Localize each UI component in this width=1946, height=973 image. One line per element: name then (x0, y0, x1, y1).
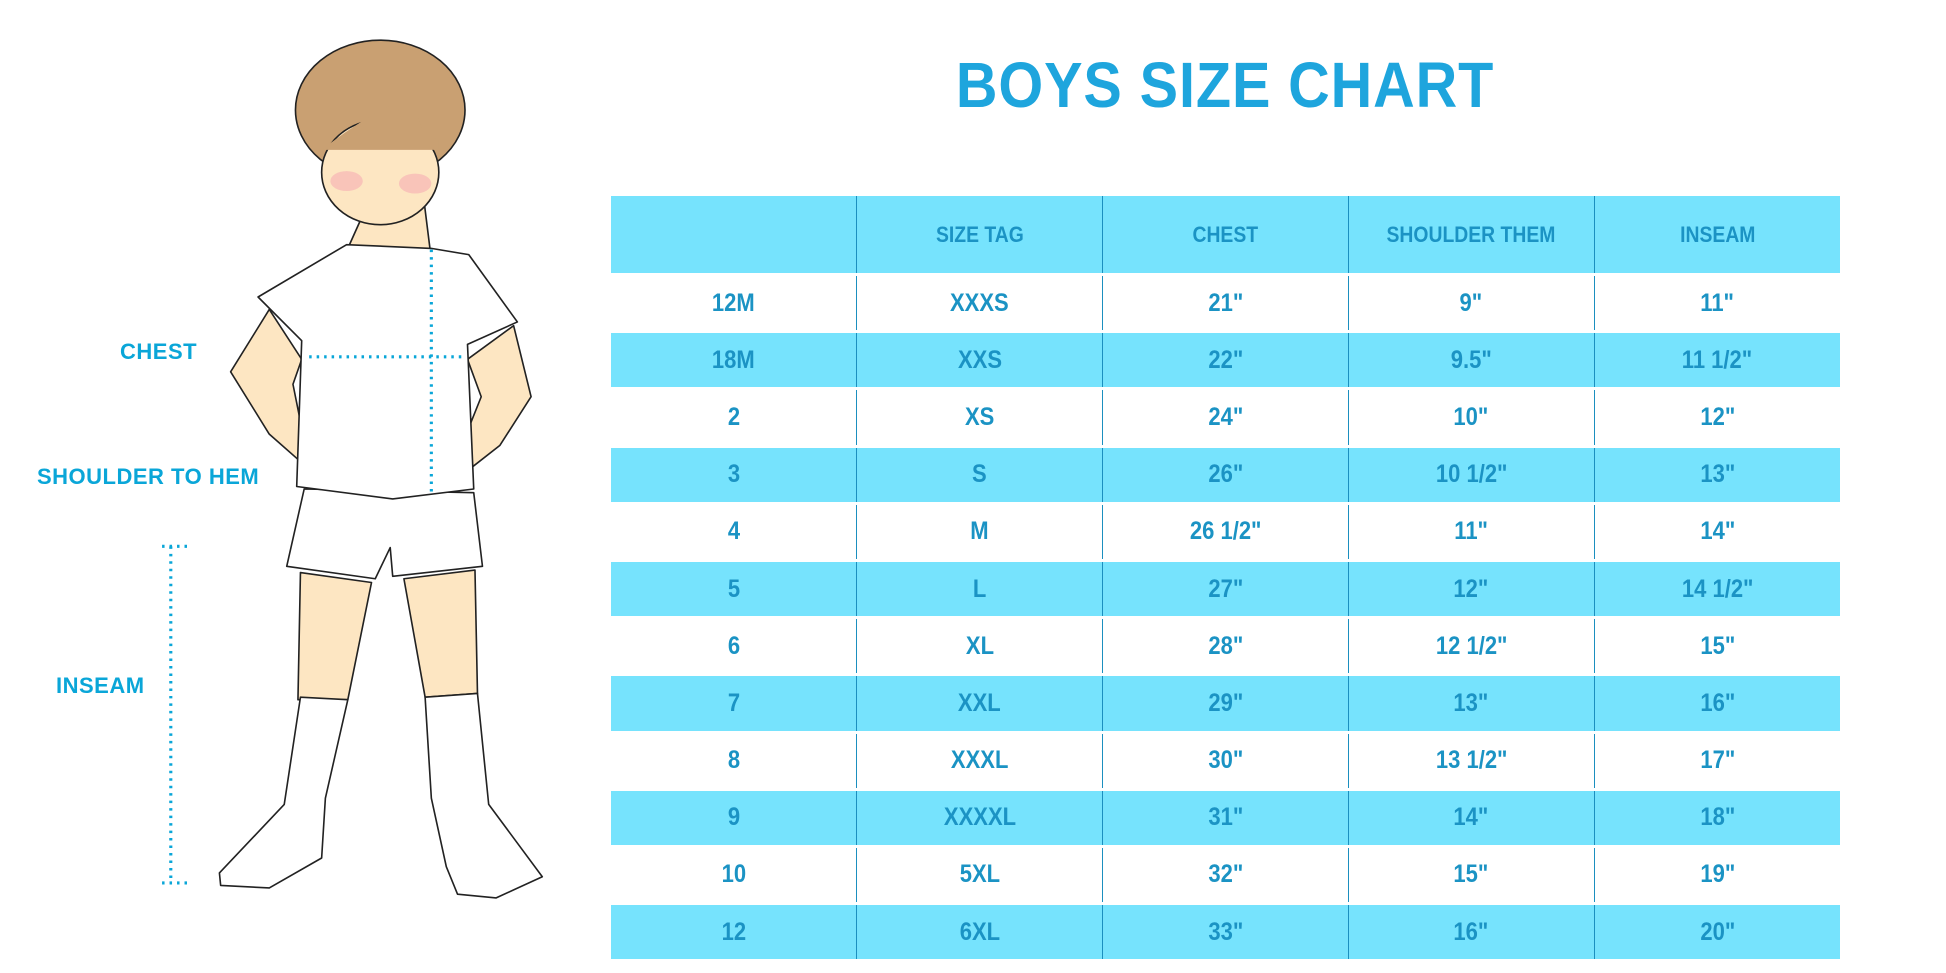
cell-size-tag: XXXXL (856, 787, 1103, 847)
table-row: 9 XXXXL 31" 14" 18" (611, 787, 1840, 847)
header-age (611, 196, 857, 275)
cell-inseam: 12" (1593, 387, 1840, 447)
cell-size-tag: 6XL (856, 902, 1103, 960)
right-leg (403, 569, 479, 698)
cell-chest: 33" (1102, 902, 1349, 960)
cell-shoulder: 16" (1347, 902, 1595, 960)
cell-size-tag: XL (856, 616, 1103, 675)
cell-size-tag: XXL (856, 673, 1103, 732)
cell-shoulder: 14" (1347, 787, 1595, 847)
cell-size-tag: L (856, 558, 1103, 618)
cell-chest: 29" (1102, 673, 1349, 732)
cell-inseam: 11" (1593, 272, 1840, 332)
cell-size-tag: M (856, 501, 1103, 561)
table-row: 12 6XL 33" 16" 20" (611, 902, 1840, 960)
cell-inseam: 20" (1593, 902, 1840, 960)
cell-chest: 26" (1102, 444, 1349, 504)
right-sock (424, 692, 544, 899)
header-chest: CHEST (1102, 196, 1349, 275)
table-row: 5 L 27" 12" 14 1/2" (611, 558, 1840, 618)
table-row: 8 XXXL 30" 13 1/2" 17" (611, 730, 1840, 790)
table-header-row: SIZE TAG CHEST SHOULDER THEM INSEAM (611, 196, 1840, 275)
cell-shoulder: 15" (1347, 844, 1595, 904)
cell-shoulder: 9.5" (1347, 330, 1595, 389)
header-shoulder: SHOULDER THEM (1347, 196, 1595, 275)
cell-inseam: 11 1/2" (1593, 330, 1840, 389)
cell-chest: 21" (1102, 272, 1349, 332)
cell-age: 18M (611, 330, 857, 389)
cell-chest: 27" (1102, 558, 1349, 618)
table-row: 12M XXXS 21" 9" 11" (611, 272, 1840, 332)
table-row: 7 XXL 29" 13" 16" (611, 673, 1840, 732)
cell-age: 6 (611, 616, 857, 675)
left-sock (218, 696, 349, 889)
cell-inseam: 19" (1593, 844, 1840, 904)
cell-shoulder: 12" (1347, 558, 1595, 618)
cell-age: 8 (611, 730, 857, 790)
cell-age: 10 (611, 844, 857, 904)
cell-chest: 31" (1102, 787, 1349, 847)
shoulder-to-hem-label: SHOULDER TO HEM (37, 464, 260, 489)
table-row: 4 M 26 1/2" 11" 14" (611, 501, 1840, 561)
cell-inseam: 15" (1593, 616, 1840, 675)
cell-chest: 28" (1102, 616, 1349, 675)
cell-chest: 30" (1102, 730, 1349, 790)
boy-measurement-illustration (162, 39, 544, 899)
cell-inseam: 14 1/2" (1593, 558, 1840, 618)
cell-age: 9 (611, 787, 857, 847)
size-chart-table: SIZE TAG CHEST SHOULDER THEM INSEAM 12M X… (611, 196, 1840, 960)
table-row: 2 XS 24" 10" 12" (611, 387, 1840, 447)
cell-shoulder: 10 1/2" (1347, 444, 1595, 504)
cell-chest: 32" (1102, 844, 1349, 904)
cell-size-tag: S (856, 444, 1103, 504)
cell-age: 2 (611, 387, 857, 447)
cell-shoulder: 11" (1347, 501, 1595, 561)
cell-shoulder: 10" (1347, 387, 1595, 447)
cell-age: 12M (611, 272, 857, 332)
cell-chest: 22" (1102, 330, 1349, 389)
cell-age: 4 (611, 501, 857, 561)
cell-size-tag: XXXS (856, 272, 1103, 332)
chest-label: CHEST (120, 339, 198, 364)
table-row: 3 S 26" 10 1/2" 13" (611, 444, 1840, 504)
cell-age: 3 (611, 444, 857, 504)
table-row: 6 XL 28" 12 1/2" 15" (611, 616, 1840, 675)
cell-inseam: 13" (1593, 444, 1840, 504)
cell-shoulder: 13 1/2" (1347, 730, 1595, 790)
cell-size-tag: XXXL (856, 730, 1103, 790)
cell-chest: 24" (1102, 387, 1349, 447)
cell-chest: 26 1/2" (1102, 501, 1349, 561)
header-inseam: INSEAM (1593, 196, 1840, 275)
cell-inseam: 18" (1593, 787, 1840, 847)
shirt (257, 243, 519, 500)
cell-shoulder: 12 1/2" (1347, 616, 1595, 675)
cell-age: 5 (611, 558, 857, 618)
left-leg (297, 571, 373, 701)
cell-size-tag: XXS (856, 330, 1103, 389)
right-arm (466, 324, 532, 469)
cell-size-tag: XS (856, 387, 1103, 447)
page-title: BOYS SIZE CHART (956, 49, 1495, 121)
table-row: 18M XXS 22" 9.5" 11 1/2" (611, 330, 1840, 389)
inseam-label: INSEAM (56, 673, 145, 698)
table-row: 10 5XL 32" 15" 19" (611, 844, 1840, 904)
cell-age: 12 (611, 902, 857, 960)
cell-age: 7 (611, 673, 857, 732)
shorts (285, 488, 484, 580)
cell-size-tag: 5XL (856, 844, 1103, 904)
cell-shoulder: 13" (1347, 673, 1595, 732)
cell-inseam: 17" (1593, 730, 1840, 790)
left-arm (229, 308, 303, 463)
cell-inseam: 16" (1593, 673, 1840, 732)
header-size-tag: SIZE TAG (856, 196, 1103, 275)
cell-inseam: 14" (1593, 501, 1840, 561)
cell-shoulder: 9" (1347, 272, 1595, 332)
